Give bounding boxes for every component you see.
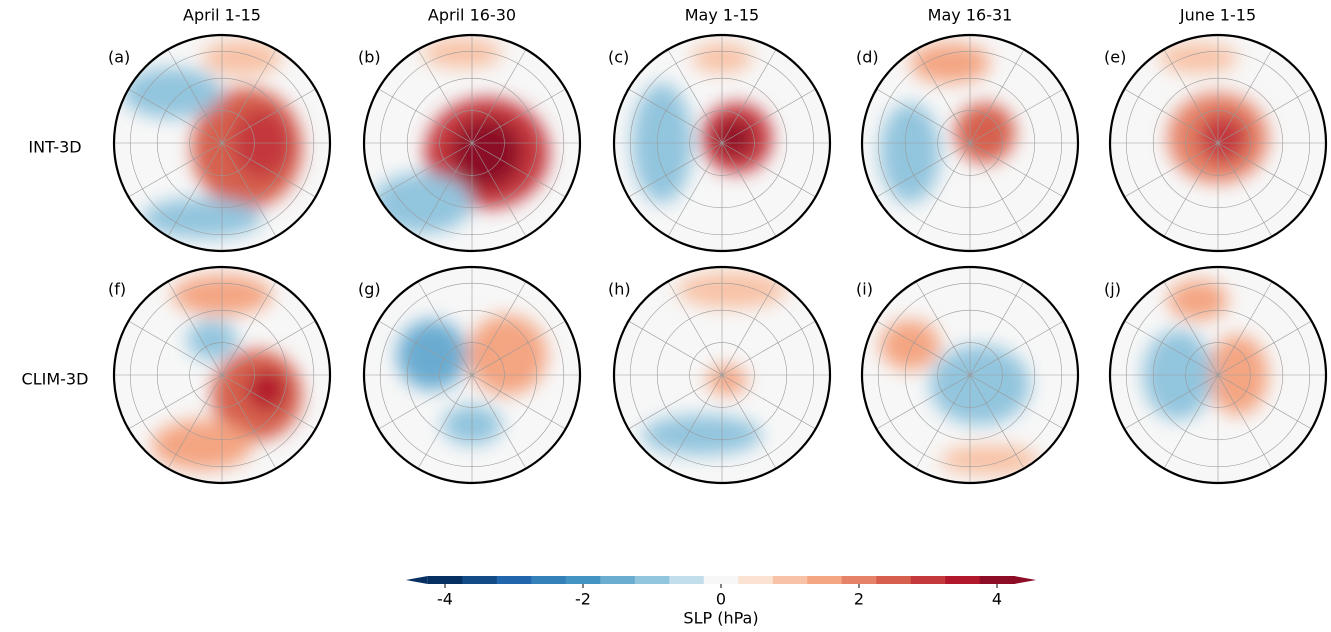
colorbar-bin	[910, 576, 946, 584]
map-border	[112, 265, 332, 485]
map-panel	[114, 35, 330, 251]
anomaly-blob	[1198, 113, 1248, 163]
colorbar-bin	[738, 576, 774, 584]
panel-label: (a)	[108, 48, 130, 67]
anomaly-blob	[452, 118, 522, 188]
row-label: INT-3D	[28, 138, 81, 157]
anomaly-blob	[1158, 43, 1238, 73]
colorbar-bin	[565, 576, 601, 584]
meridian	[1163, 281, 1273, 469]
meridian	[417, 281, 527, 469]
colorbar-extend	[1014, 576, 1037, 584]
anomaly-field	[372, 38, 549, 233]
colorbar-extend	[405, 576, 428, 584]
colorbar-bin	[634, 576, 670, 584]
colorbar-bin	[772, 576, 808, 584]
colorbar-tick-label: 4	[992, 590, 1002, 609]
colorbar-bin	[462, 576, 498, 584]
panel-label: (h)	[608, 280, 631, 299]
map-border	[362, 33, 582, 253]
panel-label: (b)	[358, 48, 381, 67]
map-panel	[862, 35, 1078, 251]
meridian	[167, 281, 277, 469]
anomaly-blob	[152, 420, 252, 470]
anomaly-field	[642, 272, 787, 455]
anomaly-field	[122, 40, 302, 238]
colorbar-bin	[669, 576, 705, 584]
colorbar-tick-label: 0	[716, 590, 726, 609]
anomaly-blob	[187, 320, 237, 360]
meridian	[915, 49, 1025, 237]
map-panel	[614, 267, 830, 483]
anomaly-blob	[642, 415, 762, 455]
anomaly-blob	[1168, 280, 1228, 320]
anomaly-blob	[716, 120, 752, 156]
anomaly-blob	[880, 320, 940, 370]
map-border	[612, 33, 832, 253]
colorbar-bin	[531, 576, 567, 584]
colorbar-bin	[841, 576, 877, 584]
colorbar-tick-label: -2	[575, 590, 591, 609]
map-panel	[364, 267, 580, 483]
map-border	[1108, 265, 1328, 485]
colorbar-bin	[876, 576, 912, 584]
map-panel	[1110, 35, 1326, 251]
map-border	[612, 265, 832, 485]
map-panel	[1110, 267, 1326, 483]
meridian	[915, 281, 1025, 469]
column-title: May 16-31	[928, 6, 1013, 25]
meridian	[667, 281, 777, 469]
anomaly-blob	[940, 445, 1040, 475]
anomaly-blob	[372, 173, 472, 233]
map-border	[1108, 33, 1328, 253]
map-border	[860, 33, 1080, 253]
anomaly-blob	[142, 198, 262, 238]
anomaly-blob	[247, 370, 287, 410]
colorbar-bin	[427, 576, 463, 584]
column-title: April 16-30	[428, 6, 516, 25]
anomaly-blob	[422, 38, 502, 68]
colorbar-tick-label: 2	[854, 590, 864, 609]
panel-label: (c)	[608, 48, 629, 67]
anomaly-blob	[707, 365, 747, 395]
anomaly-field	[1158, 43, 1268, 183]
meridian	[1163, 49, 1273, 237]
meridian	[417, 49, 527, 237]
colorbar-bin	[945, 576, 981, 584]
colorbar-bin	[807, 576, 843, 584]
column-title: May 1-15	[685, 6, 759, 25]
colorbar-bin	[979, 576, 1015, 584]
meridian	[667, 49, 777, 237]
map-panel	[614, 35, 830, 251]
anomaly-blob	[930, 345, 1030, 425]
map-panel	[364, 35, 580, 251]
colorbar-bin	[496, 576, 532, 584]
panel-label: (f)	[108, 280, 126, 299]
meridian	[167, 49, 277, 237]
column-title: June 1-15	[1179, 6, 1256, 25]
map-panel	[862, 267, 1078, 483]
panel-label: (g)	[358, 280, 381, 299]
map-panel	[114, 267, 330, 483]
anomaly-blob	[880, 103, 940, 203]
anomaly-blob	[397, 320, 467, 390]
panel-label: (i)	[856, 280, 873, 299]
anomaly-blob	[910, 43, 990, 83]
anomaly-blob	[122, 68, 222, 118]
row-label: CLIM-3D	[22, 370, 89, 389]
colorbar-bin	[703, 576, 739, 584]
panel-label: (e)	[1104, 48, 1126, 67]
column-title: April 1-15	[183, 6, 261, 25]
colorbar-label: SLP (hPa)	[683, 609, 758, 628]
map-border	[860, 265, 1080, 485]
panel-label: (j)	[1104, 280, 1121, 299]
anomaly-blob	[677, 272, 787, 308]
colorbar-bin	[600, 576, 636, 584]
map-border	[112, 33, 332, 253]
colorbar-tick-label: -4	[437, 590, 453, 609]
panel-label: (d)	[856, 48, 879, 67]
map-border	[362, 265, 582, 485]
